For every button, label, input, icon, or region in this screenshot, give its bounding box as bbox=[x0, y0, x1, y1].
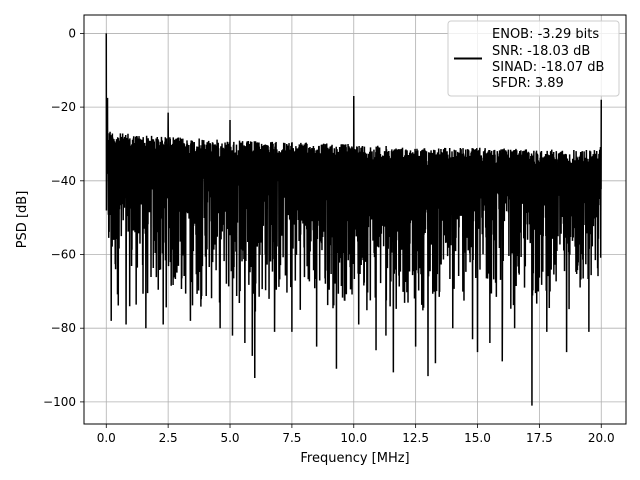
x-axis-label: Frequency [MHz] bbox=[300, 451, 409, 466]
y-tick-label: −40 bbox=[51, 174, 76, 188]
x-tick-label: 10.0 bbox=[340, 431, 367, 445]
y-tick-label: −100 bbox=[43, 395, 76, 409]
x-tick-label: 0.0 bbox=[97, 431, 116, 445]
legend-box bbox=[447, 20, 620, 97]
legend-entry-sinad: SINAD: -18.07 dB bbox=[492, 60, 604, 75]
x-tick-label: 2.5 bbox=[159, 431, 178, 445]
axes-frame bbox=[83, 14, 627, 425]
y-tick-label: −20 bbox=[51, 100, 76, 114]
y-tick-label: 0 bbox=[68, 26, 76, 40]
psd-trace bbox=[105, 33, 602, 406]
x-tick-label: 15.0 bbox=[464, 431, 491, 445]
x-tick-label: 17.5 bbox=[526, 431, 553, 445]
psd-series-line bbox=[105, 33, 602, 406]
legend-entry-snr: SNR: -18.03 dB bbox=[492, 44, 590, 59]
y-axis-ticks: 0 −20 −40 −60 −80 −100 bbox=[43, 26, 84, 409]
legend-entry-enob: ENOB: -3.29 bits bbox=[492, 27, 599, 42]
y-tick-label: −80 bbox=[51, 321, 76, 335]
y-tick-label: −60 bbox=[51, 248, 76, 262]
x-tick-label: 5.0 bbox=[220, 431, 239, 445]
x-tick-label: 12.5 bbox=[402, 431, 429, 445]
legend-entry-sfdr: SFDR: 3.89 bbox=[492, 76, 564, 91]
x-tick-label: 20.0 bbox=[588, 431, 615, 445]
y-axis-label: PSD [dB] bbox=[15, 191, 30, 249]
legend: ENOB: -3.29 bits SNR: -18.03 dB SINAD: -… bbox=[447, 20, 620, 97]
x-axis-ticks: 0.0 2.5 5.0 7.5 10.0 12.5 15.0 17.5 20.0 bbox=[97, 424, 615, 445]
x-tick-label: 7.5 bbox=[282, 431, 301, 445]
